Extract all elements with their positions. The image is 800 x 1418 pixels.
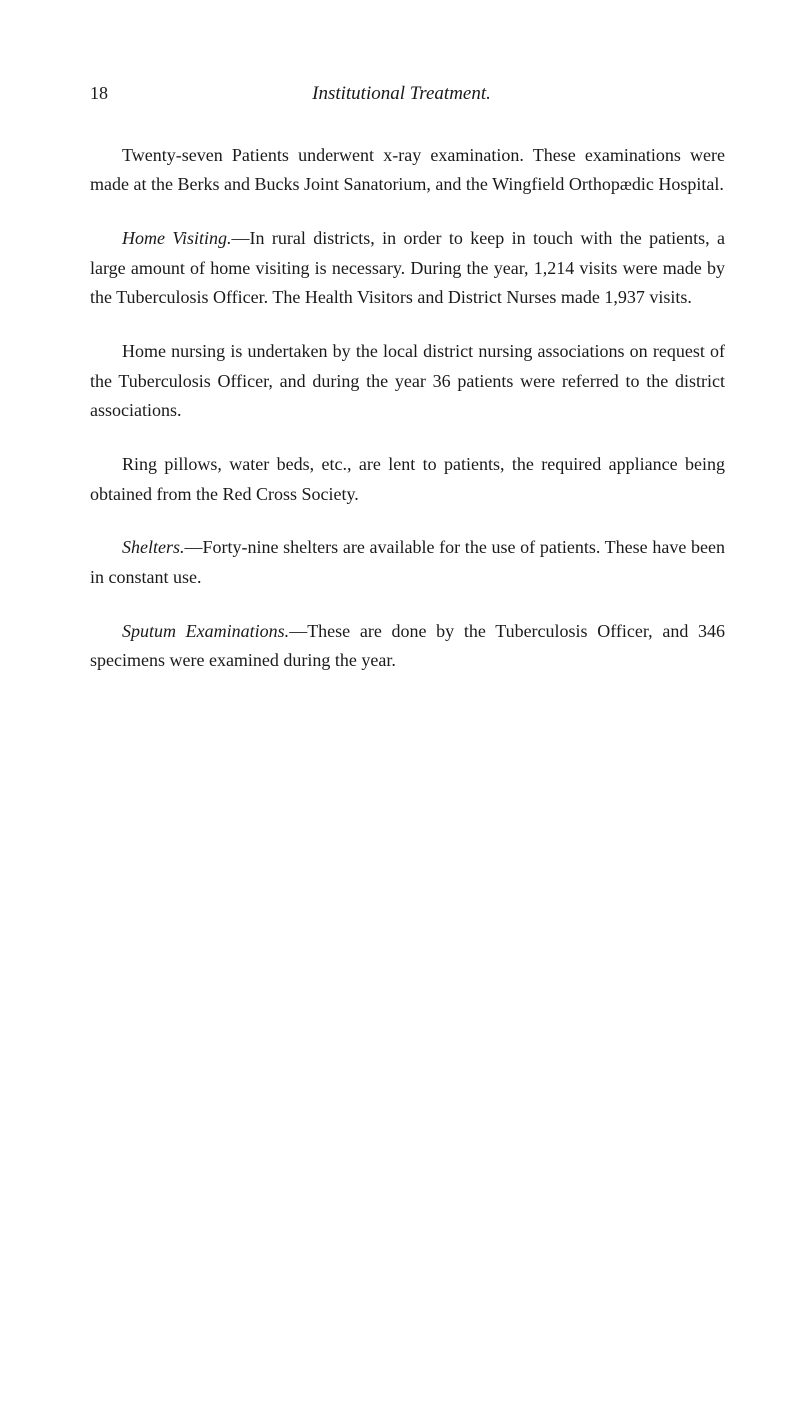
paragraph-5: Shelters.—Forty-nine shelters are availa…	[90, 533, 725, 592]
paragraph-5-text: —Forty-nine shelters are available for t…	[90, 537, 725, 587]
page-number: 18	[90, 80, 108, 107]
paragraph-4: Ring pillows, water beds, etc., are lent…	[90, 450, 725, 509]
page-header: 18 Institutional Treatment.	[90, 80, 725, 109]
paragraph-6: Sputum Examinations.—These are done by t…	[90, 617, 725, 676]
section-label-shelters: Shelters.	[122, 537, 185, 557]
section-label-sputum: Sputum Examinations.	[122, 621, 289, 641]
page-title: Institutional Treatment.	[108, 80, 695, 109]
paragraph-3: Home nursing is undertaken by the local …	[90, 337, 725, 426]
paragraph-1: Twenty-seven Patients underwent x-ray ex…	[90, 141, 725, 200]
paragraph-2: Home Visiting.—In rural districts, in or…	[90, 224, 725, 313]
section-label-home-visiting: Home Visiting.	[122, 228, 232, 248]
